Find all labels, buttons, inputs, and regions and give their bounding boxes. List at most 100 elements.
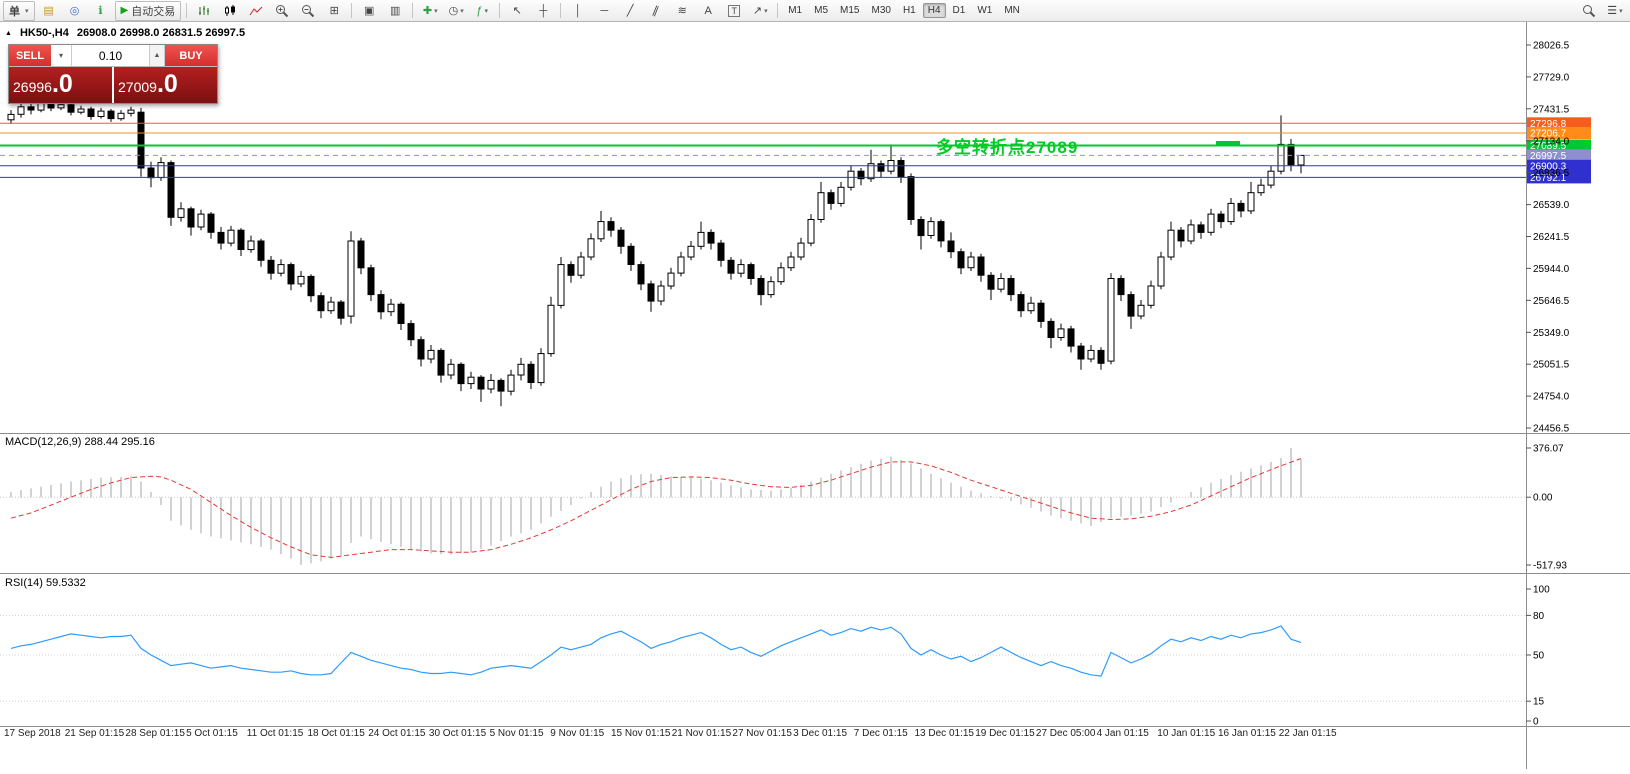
date-label[interactable]: 5 Nov 01:15: [490, 728, 544, 739]
tab-timeframe-m15[interactable]: M15: [840, 5, 860, 16]
price-level-tag[interactable]: [1527, 159, 1591, 172]
bar-chart-button[interactable]: [192, 1, 216, 21]
price-level-tag[interactable]: [1527, 117, 1591, 130]
price-scale-label[interactable]: 24754.0: [1533, 392, 1570, 403]
buy-price-button[interactable]: 27009 .0: [114, 67, 217, 103]
date-label[interactable]: 28 Sep 01:15: [125, 728, 185, 739]
lot-increase-button[interactable]: ▲: [149, 45, 165, 66]
sell-price-button[interactable]: 26996 .0: [9, 67, 112, 103]
new-order-button[interactable]: 单 ▾: [3, 0, 35, 21]
date-label[interactable]: 9 Nov 01:15: [550, 728, 604, 739]
price-scale-label[interactable]: 25349.0: [1533, 328, 1570, 339]
price-scale-label[interactable]: 24456.5: [1533, 424, 1570, 435]
trendline-button[interactable]: ╱: [626, 5, 634, 17]
price-scale-label[interactable]: 25646.5: [1533, 296, 1570, 307]
label-icon: T: [728, 4, 740, 17]
tile-vertical-button[interactable]: ▥: [390, 5, 401, 17]
date-label[interactable]: 30 Oct 01:15: [429, 728, 487, 739]
date-label[interactable]: 4 Jan 01:15: [1097, 728, 1150, 739]
arrows-tool-button[interactable]: ↗ ▾: [748, 1, 772, 21]
autotrading-button[interactable]: ▶ 自动交易: [114, 0, 182, 21]
periods-button[interactable]: ◷ ▾: [444, 1, 468, 21]
cursor-button[interactable]: ↖: [512, 5, 522, 17]
price-level-tag[interactable]: [1527, 171, 1591, 184]
buy-button[interactable]: BUY: [165, 45, 217, 66]
toolbars-menu-button[interactable]: ☰ ▾: [1603, 1, 1627, 21]
tab-timeframe-d1[interactable]: D1: [952, 5, 966, 16]
charts-icon[interactable]: ▤: [43, 5, 54, 17]
date-label[interactable]: 18 Oct 01:15: [308, 728, 366, 739]
fibonacci-button[interactable]: ≋: [677, 5, 687, 17]
tab-timeframe-mn[interactable]: MN: [1004, 5, 1020, 16]
chart-canvas[interactable]: 27296.827206.727089.526997.526900.326792…: [0, 22, 1630, 769]
candlestick-chart-button[interactable]: [218, 1, 242, 21]
price-level-tag[interactable]: [1527, 139, 1591, 152]
profile-icon[interactable]: ◎: [69, 5, 80, 17]
crosshair-button[interactable]: ┼: [539, 4, 548, 17]
date-label[interactable]: 10 Jan 01:15: [1157, 728, 1215, 739]
zoom-in-button[interactable]: [270, 1, 294, 21]
label-tool-button[interactable]: T: [722, 1, 746, 21]
horizontal-line-button[interactable]: ─: [600, 4, 609, 17]
one-click-trade-panel: SELL ▾ 0.10 ▲ BUY 26996 .0 27009 .0: [8, 44, 218, 104]
cascade-windows-button[interactable]: ▣: [364, 5, 375, 17]
search-button[interactable]: [1577, 1, 1601, 21]
price-scale-label[interactable]: 26539.0: [1533, 200, 1570, 211]
price-level-tag[interactable]: [1527, 127, 1591, 139]
date-label[interactable]: 7 Dec 01:15: [854, 728, 908, 739]
trade-options-dropdown[interactable]: ▾: [51, 45, 72, 66]
price-level-tag-label: 26792.1: [1530, 173, 1567, 184]
tab-timeframe-m30[interactable]: M30: [871, 5, 891, 16]
tab-timeframe-m5[interactable]: M5: [814, 5, 829, 16]
date-label[interactable]: 17 Sep 2018: [4, 728, 61, 739]
date-label[interactable]: 21 Sep 01:15: [65, 728, 125, 739]
tile-windows-button[interactable]: ⊞: [329, 5, 339, 17]
candle: [587, 238, 595, 258]
text-tool-button[interactable]: A: [704, 4, 712, 17]
date-label[interactable]: 19 Dec 01:15: [975, 728, 1035, 739]
info-icon[interactable]: ℹ: [98, 5, 103, 17]
lot-size-input[interactable]: 0.10: [72, 45, 149, 66]
tab-timeframe-w1[interactable]: W1: [977, 5, 993, 16]
new-chart-button[interactable]: ✚ ▾: [418, 1, 442, 21]
date-label[interactable]: 27 Nov 01:15: [732, 728, 792, 739]
zoom-out-button[interactable]: [296, 1, 320, 21]
candle: [717, 242, 725, 261]
candle: [727, 259, 735, 274]
date-label[interactable]: 24 Oct 01:15: [368, 728, 426, 739]
indicators-button[interactable]: ƒ ▾: [470, 1, 494, 21]
buy-price-frac: .0: [156, 70, 178, 98]
dropdown-arrow-icon: ▾: [1619, 7, 1623, 15]
tab-timeframe-m1[interactable]: M1: [788, 5, 803, 16]
date-label[interactable]: 5 Oct 01:15: [186, 728, 238, 739]
candle: [527, 363, 535, 383]
candle: [147, 167, 155, 179]
tab-timeframe-h1[interactable]: H1: [902, 5, 916, 16]
vertical-line-button[interactable]: │: [574, 4, 582, 17]
sell-button[interactable]: SELL: [9, 45, 51, 66]
price-scale-label[interactable]: 27729.0: [1533, 72, 1570, 83]
price-scale-label[interactable]: 28026.5: [1533, 41, 1570, 52]
date-label[interactable]: 27 Dec 05:00: [1036, 728, 1096, 739]
line-chart-button[interactable]: [244, 1, 268, 21]
green-level-marker[interactable]: [1216, 141, 1240, 146]
date-label[interactable]: 22 Jan 01:15: [1279, 728, 1337, 739]
price-level-tag[interactable]: [1527, 149, 1591, 162]
dropdown-arrow-icon: ▾: [484, 7, 489, 15]
date-label[interactable]: 21 Nov 01:15: [672, 728, 732, 739]
tab-timeframe-h4[interactable]: H4: [922, 3, 946, 18]
channel-button[interactable]: ∥: [644, 1, 668, 21]
date-label[interactable]: 15 Nov 01:15: [611, 728, 671, 739]
date-label[interactable]: 13 Dec 01:15: [915, 728, 975, 739]
price-scale-label[interactable]: 27431.5: [1533, 104, 1570, 115]
price-scale-label[interactable]: 26241.5: [1533, 232, 1570, 243]
date-label[interactable]: 3 Dec 01:15: [793, 728, 847, 739]
date-label[interactable]: 11 Oct 01:15: [247, 728, 304, 739]
price-scale-label[interactable]: 25051.5: [1533, 360, 1570, 371]
ohlc-values: 26908.0 26998.0 26831.5 26997.5: [76, 27, 246, 39]
price-scale-label[interactable]: 26836.5: [1533, 168, 1570, 179]
price-scale-label[interactable]: 25944.0: [1533, 264, 1570, 275]
date-label[interactable]: 16 Jan 01:15: [1218, 728, 1276, 739]
trade-panel-prices: 26996 .0 27009 .0: [9, 67, 217, 103]
price-scale-label[interactable]: 27134.0: [1533, 136, 1570, 147]
